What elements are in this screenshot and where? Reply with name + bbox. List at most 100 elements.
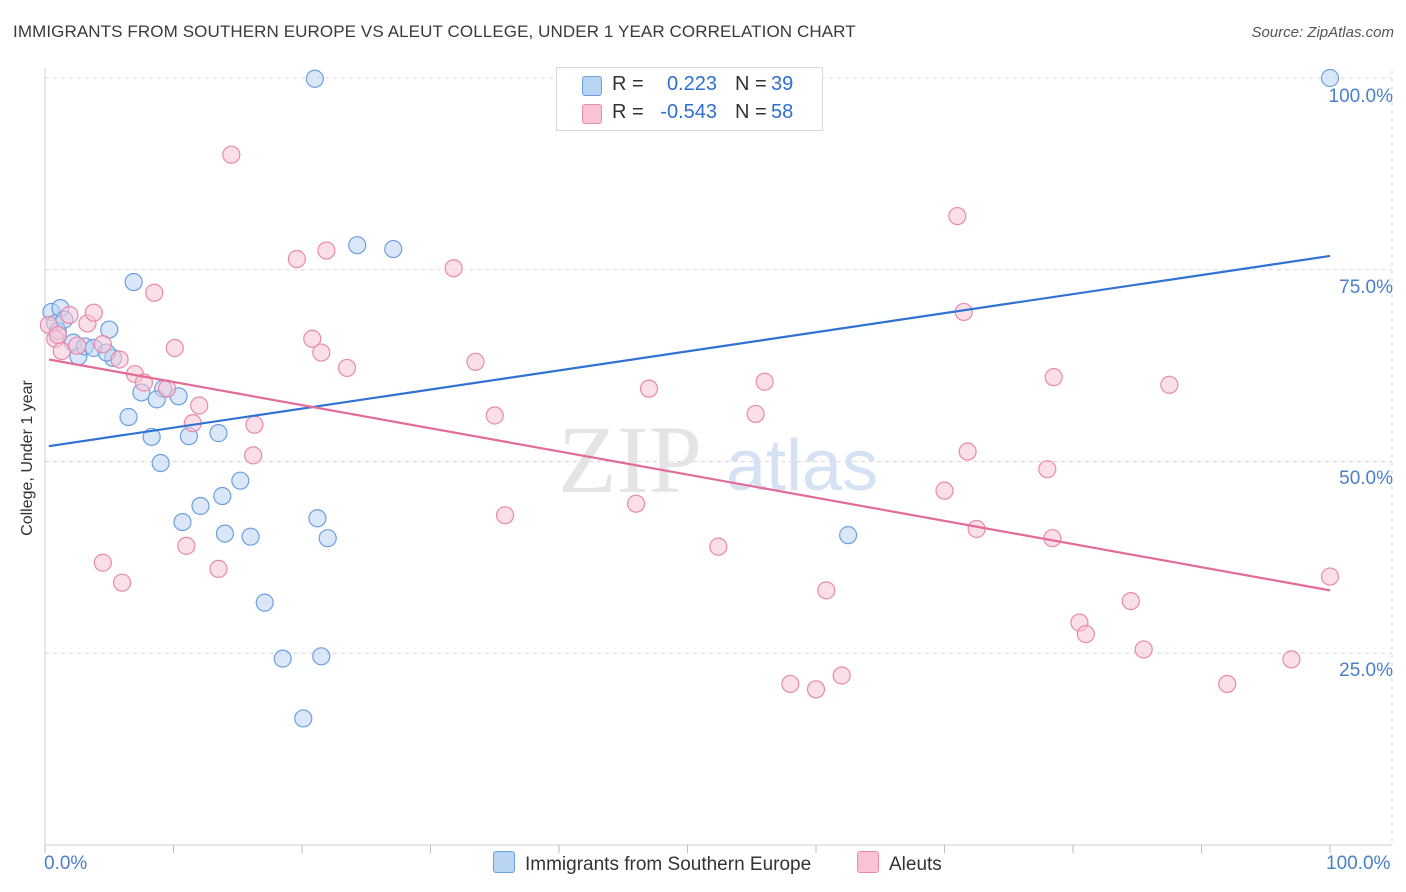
legend-label-immigrants: Immigrants from Southern Europe [525, 854, 812, 875]
point-immigrants [215, 524, 234, 543]
point-aleuts [832, 666, 851, 685]
point-immigrants [308, 509, 327, 528]
point-aleuts [110, 350, 129, 369]
point-immigrants [231, 471, 250, 490]
legend-swatch-aleuts [582, 104, 602, 124]
point-aleuts [958, 442, 977, 461]
axes [44, 68, 1392, 853]
point-aleuts [746, 404, 765, 424]
point-immigrants [294, 709, 313, 728]
point-aleuts [495, 506, 515, 525]
legend-swatch-immigrants [493, 851, 515, 873]
trend-line-immigrants [48, 254, 1331, 448]
point-aleuts [1134, 640, 1153, 659]
r-value: -0.543 [660, 101, 717, 123]
legend-row-aleuts: R = -0.543 N = 58 [557, 101, 822, 129]
point-immigrants [384, 239, 403, 259]
point-aleuts [68, 336, 87, 355]
y-tick-75: 75.0% [1339, 277, 1393, 298]
point-aleuts [1121, 591, 1140, 611]
point-immigrants [305, 69, 324, 88]
point-aleuts [84, 303, 103, 322]
point-aleuts [112, 573, 132, 592]
point-immigrants [1320, 68, 1340, 88]
point-immigrants [142, 427, 161, 447]
point-immigrants [312, 647, 331, 666]
legend-swatch-immigrants [582, 76, 602, 96]
point-aleuts [967, 519, 986, 539]
point-aleuts [52, 341, 71, 361]
point-aleuts [165, 338, 184, 358]
point-aleuts [337, 358, 357, 378]
point-immigrants [348, 236, 367, 255]
point-aleuts [177, 536, 196, 555]
point-immigrants [209, 424, 228, 443]
point-aleuts [303, 329, 322, 348]
point-aleuts [244, 446, 263, 465]
point-immigrants [255, 593, 274, 612]
point-immigrants [839, 526, 858, 545]
x-tick-0: 0.0% [44, 853, 88, 874]
point-immigrants [151, 453, 170, 473]
n-value: 39 [771, 73, 794, 95]
point-aleuts [817, 581, 836, 600]
r-label: R = [612, 73, 644, 95]
data-points [39, 68, 1340, 728]
point-aleuts [466, 352, 485, 371]
point-aleuts [626, 494, 646, 513]
point-aleuts [709, 537, 728, 556]
point-aleuts [935, 481, 954, 500]
chart-title: IMMIGRANTS FROM SOUTHERN EUROPE VS ALEUT… [13, 22, 856, 41]
legend-item-aleuts[interactable]: Aleuts [857, 851, 942, 877]
point-aleuts [48, 325, 67, 345]
point-aleuts [145, 283, 164, 302]
r-value: 0.223 [666, 73, 717, 95]
point-aleuts [312, 343, 331, 362]
y-tick-25: 25.0% [1339, 660, 1393, 681]
point-aleuts [1044, 368, 1063, 387]
point-aleuts [287, 249, 306, 269]
point-aleuts [781, 674, 800, 694]
point-aleuts [93, 335, 112, 354]
point-immigrants [124, 272, 143, 292]
point-immigrants [273, 649, 292, 668]
source-label: Source: ZipAtlas.com [1251, 24, 1394, 41]
n-label: N = [735, 73, 767, 95]
point-aleuts [485, 406, 504, 425]
point-aleuts [1320, 567, 1340, 586]
n-label: N = [735, 101, 767, 123]
point-aleuts [60, 305, 79, 325]
y-tick-50: 50.0% [1339, 468, 1393, 489]
point-immigrants [213, 486, 232, 506]
point-aleuts [222, 145, 241, 164]
point-immigrants [241, 527, 260, 546]
point-aleuts [1076, 624, 1095, 644]
point-aleuts [639, 379, 659, 398]
watermark-zip: ZIP [558, 406, 702, 513]
point-aleuts [190, 396, 209, 415]
point-aleuts [806, 680, 826, 699]
point-aleuts [245, 415, 264, 434]
trend-lines [48, 254, 1331, 592]
point-aleuts [1282, 650, 1301, 669]
watermark: ZIP atlas [558, 406, 878, 513]
point-aleuts [93, 553, 112, 572]
point-aleuts [1160, 375, 1179, 394]
point-aleuts [948, 206, 967, 226]
legend-item-immigrants[interactable]: Immigrants from Southern Europe [493, 851, 811, 877]
point-immigrants [191, 496, 210, 516]
x-tick-100: 100.0% [1326, 853, 1391, 874]
point-aleuts [317, 241, 336, 260]
r-label: R = [612, 101, 644, 123]
watermark-atlas: atlas [726, 426, 878, 506]
point-aleuts [755, 372, 774, 391]
trend-line-aleuts [48, 358, 1331, 592]
stats-legend: R = 0.223 N = 39 R = -0.543 N = 58 [556, 67, 823, 131]
point-immigrants [119, 407, 138, 427]
legend-row-immigrants: R = 0.223 N = 39 [557, 73, 822, 101]
legend-label-aleuts: Aleuts [889, 854, 942, 875]
n-value: 58 [771, 101, 794, 123]
point-aleuts [444, 259, 463, 278]
point-aleuts [1218, 674, 1237, 694]
